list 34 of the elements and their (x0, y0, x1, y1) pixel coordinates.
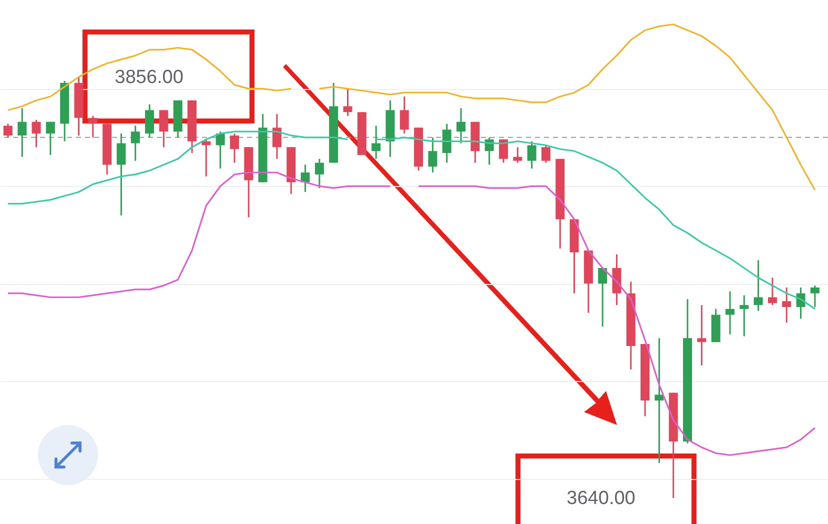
candlestick (145, 104, 154, 138)
candlestick (46, 121, 55, 156)
candlestick (725, 290, 734, 336)
candlestick (314, 158, 324, 189)
candlestick (740, 294, 749, 337)
candlestick (3, 123, 12, 138)
candlestick (456, 107, 466, 144)
candlestick (116, 132, 126, 216)
candlestick (782, 286, 792, 324)
candlestick (654, 337, 664, 464)
candlestick (768, 277, 777, 306)
annotation: 3856.00 (114, 67, 184, 88)
candlestick (754, 259, 763, 312)
candlestick (230, 132, 239, 164)
candlestick (697, 304, 706, 366)
candlestick (428, 136, 438, 174)
candlestick (343, 88, 352, 117)
candlestick (88, 115, 98, 138)
candlestick (527, 140, 536, 170)
candlestick (541, 144, 550, 164)
candlestick (32, 119, 41, 148)
candlestick (130, 124, 140, 162)
candlestick (216, 130, 225, 170)
candlestick (18, 107, 27, 158)
candlestick (810, 284, 820, 308)
candlestick (442, 123, 452, 164)
annotation: 3640.00 (566, 488, 636, 509)
candlestick (400, 96, 409, 134)
candlestick (300, 164, 310, 193)
candlestick (513, 146, 522, 164)
candlestick (598, 267, 608, 328)
candlestick (372, 124, 381, 160)
candlestick (159, 109, 168, 148)
candlestick (272, 113, 282, 160)
